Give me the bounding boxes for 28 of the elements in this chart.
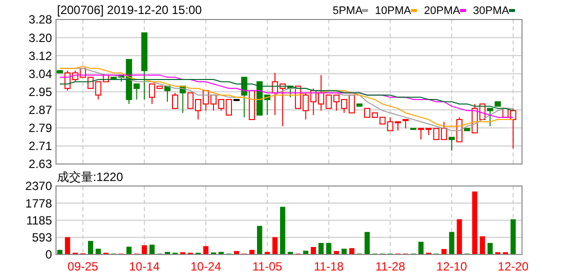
chart-title: 成交量:1220 bbox=[57, 170, 124, 184]
y-tick-label: 2.79 bbox=[28, 121, 52, 136]
y-tick-label: 3.28 bbox=[28, 12, 52, 27]
x-tick-label: 11-28 bbox=[375, 260, 406, 274]
x-tick-label: 11-05 bbox=[252, 260, 283, 274]
y-tick-label: 593 bbox=[32, 230, 52, 245]
y-tick-label: 0 bbox=[45, 248, 52, 262]
y-tick-label: 1185 bbox=[26, 213, 52, 228]
x-tick-label: 10-14 bbox=[129, 260, 160, 274]
y-tick-label: 3.04 bbox=[28, 66, 52, 81]
y-tick-label: 2.95 bbox=[28, 84, 52, 99]
legend-label: 10PMA bbox=[375, 5, 412, 17]
y-tick-label: 2.63 bbox=[28, 157, 52, 172]
legend-label: 5PMA bbox=[332, 5, 364, 17]
y-tick-label: 3.12 bbox=[28, 48, 52, 63]
legend-label: 30PMA bbox=[473, 5, 510, 17]
x-tick-label: 12-10 bbox=[436, 260, 468, 274]
legend-label: 20PMA bbox=[424, 5, 461, 17]
y-tick-label: 3.20 bbox=[28, 30, 52, 45]
x-tick-label: 12-20 bbox=[498, 260, 529, 274]
x-tick-label: 11-18 bbox=[314, 260, 344, 274]
y-tick-label: 2.71 bbox=[28, 139, 52, 154]
chart-title: [200706] 2019-12-20 15:00 bbox=[57, 3, 202, 17]
y-tick-label: 1778 bbox=[25, 196, 52, 210]
x-tick-label: 09-25 bbox=[68, 260, 99, 274]
y-tick-label: 2370 bbox=[25, 179, 52, 194]
y-tick-label: 2.87 bbox=[28, 103, 52, 118]
x-tick-label: 10-24 bbox=[190, 260, 222, 274]
